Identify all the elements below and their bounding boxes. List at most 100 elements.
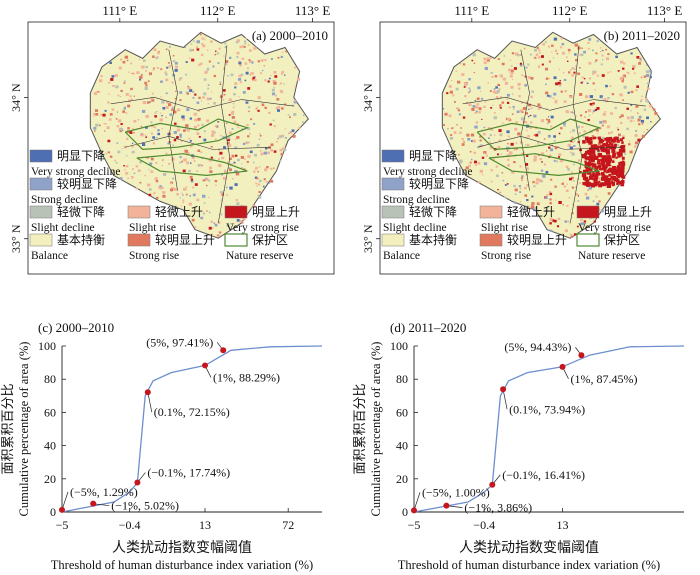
pixel xyxy=(140,125,143,128)
pixel xyxy=(508,68,512,72)
pixel xyxy=(264,168,268,172)
pixel xyxy=(515,121,518,124)
legend-swatch xyxy=(479,233,503,247)
pixel xyxy=(605,175,609,179)
pixel xyxy=(524,121,528,124)
pixel xyxy=(577,46,581,50)
pixel xyxy=(577,141,580,144)
pixel xyxy=(586,82,589,85)
pixel xyxy=(542,43,546,46)
pixel xyxy=(213,222,216,224)
pixel xyxy=(552,97,555,99)
pixel xyxy=(526,143,530,147)
pixel xyxy=(278,135,282,139)
pixel xyxy=(270,74,272,77)
y-tick-label: 100 xyxy=(390,339,408,353)
pixel xyxy=(613,143,617,147)
pixel xyxy=(587,47,590,50)
pixel xyxy=(160,80,163,83)
pixel xyxy=(568,223,571,225)
pixel xyxy=(584,116,587,118)
pixel xyxy=(449,136,453,140)
pixel xyxy=(620,121,623,125)
pixel xyxy=(616,151,620,155)
pixel xyxy=(490,128,494,131)
pixel xyxy=(490,169,493,172)
pixel xyxy=(504,81,509,85)
pixel xyxy=(165,73,168,76)
pixel xyxy=(604,167,607,170)
pixel xyxy=(270,149,274,152)
pixel xyxy=(115,161,118,164)
pixel xyxy=(228,98,232,102)
x-label-en: Threshold of human disturbance index var… xyxy=(398,558,660,572)
pixel xyxy=(600,63,603,66)
legend-label-en: Very strong decline xyxy=(31,166,120,178)
legend-swatch xyxy=(29,149,53,163)
pixel xyxy=(604,164,608,169)
pixel xyxy=(232,106,235,109)
pixel xyxy=(575,65,577,67)
pixel xyxy=(598,162,601,165)
pixel xyxy=(592,73,594,76)
pixel xyxy=(161,100,165,104)
pixel xyxy=(205,184,208,187)
pixel xyxy=(525,66,528,69)
study-area-outline xyxy=(441,31,661,239)
pixel xyxy=(569,146,573,150)
pixel xyxy=(454,132,457,135)
pixel xyxy=(144,86,148,90)
pixel xyxy=(539,157,542,161)
pixel xyxy=(203,38,206,41)
pixel xyxy=(442,108,445,110)
pixel xyxy=(584,192,588,196)
pixel xyxy=(513,184,516,188)
pixel xyxy=(499,191,501,193)
pixel xyxy=(155,161,158,164)
pixel xyxy=(518,185,522,188)
pixel xyxy=(630,52,633,55)
pixel xyxy=(182,129,186,132)
pixel xyxy=(537,108,540,110)
pixel xyxy=(545,196,548,199)
pixel xyxy=(293,100,297,104)
pixel xyxy=(257,194,260,197)
pixel xyxy=(622,136,625,140)
pixel xyxy=(550,115,554,119)
pixel xyxy=(554,185,557,188)
pixel xyxy=(549,148,554,152)
pixel xyxy=(524,83,526,85)
pixel xyxy=(548,77,551,80)
pixel xyxy=(222,98,225,101)
pixel xyxy=(154,177,158,181)
pixel xyxy=(549,154,552,157)
pixel xyxy=(203,92,207,96)
pixel xyxy=(107,151,110,154)
pixel xyxy=(190,145,193,148)
pixel xyxy=(167,103,172,107)
pixel xyxy=(612,152,616,157)
pixel xyxy=(162,107,166,110)
pixel xyxy=(224,42,227,45)
pixel xyxy=(586,181,591,187)
pixel xyxy=(167,62,170,64)
pixel xyxy=(196,132,200,136)
pixel xyxy=(567,168,570,171)
pixel xyxy=(191,58,195,62)
pixel xyxy=(462,116,466,119)
pixel xyxy=(155,56,159,60)
pixel xyxy=(519,64,523,67)
pixel xyxy=(489,141,491,144)
pixel xyxy=(273,125,276,128)
pixel xyxy=(587,109,592,113)
pixel xyxy=(247,106,251,109)
pixel xyxy=(256,106,259,108)
pixel xyxy=(266,166,269,169)
pixel xyxy=(156,67,159,69)
pixel xyxy=(575,193,579,196)
legend-label-en: Very strong rise xyxy=(578,222,651,234)
pixel xyxy=(259,133,261,135)
legend-label-en: Slight decline xyxy=(31,222,95,234)
pixel xyxy=(593,153,596,156)
